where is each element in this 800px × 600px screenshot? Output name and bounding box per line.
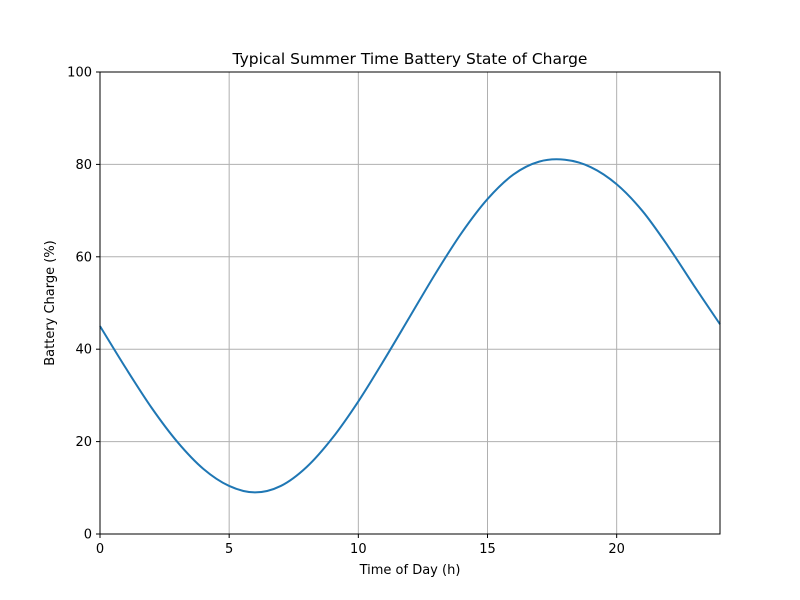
tick-layer: 0 5 10 15 20 0 20 40 60 80 100 bbox=[67, 66, 625, 558]
series-layer bbox=[99, 158, 721, 494]
x-tick-label: 10 bbox=[350, 542, 367, 557]
x-tick-label: 20 bbox=[608, 542, 625, 557]
x-axis-label: Time of Day (h) bbox=[359, 563, 461, 578]
plot-frame bbox=[99, 71, 721, 535]
chart-title: Typical Summer Time Battery State of Cha… bbox=[232, 50, 588, 68]
y-tick-label: 40 bbox=[75, 343, 92, 358]
y-tick-label: 80 bbox=[75, 158, 92, 173]
y-axis-label: Battery Charge (%) bbox=[43, 240, 58, 366]
y-tick-label: 20 bbox=[75, 435, 92, 450]
x-tick-label: 5 bbox=[225, 542, 233, 557]
x-tick-label: 15 bbox=[479, 542, 496, 557]
y-tick-label: 60 bbox=[75, 250, 92, 265]
y-tick-label: 100 bbox=[67, 66, 92, 81]
series-line bbox=[99, 158, 721, 494]
grid-layer bbox=[99, 71, 720, 535]
y-tick-label: 0 bbox=[84, 528, 92, 543]
x-tick-label: 0 bbox=[96, 542, 104, 557]
